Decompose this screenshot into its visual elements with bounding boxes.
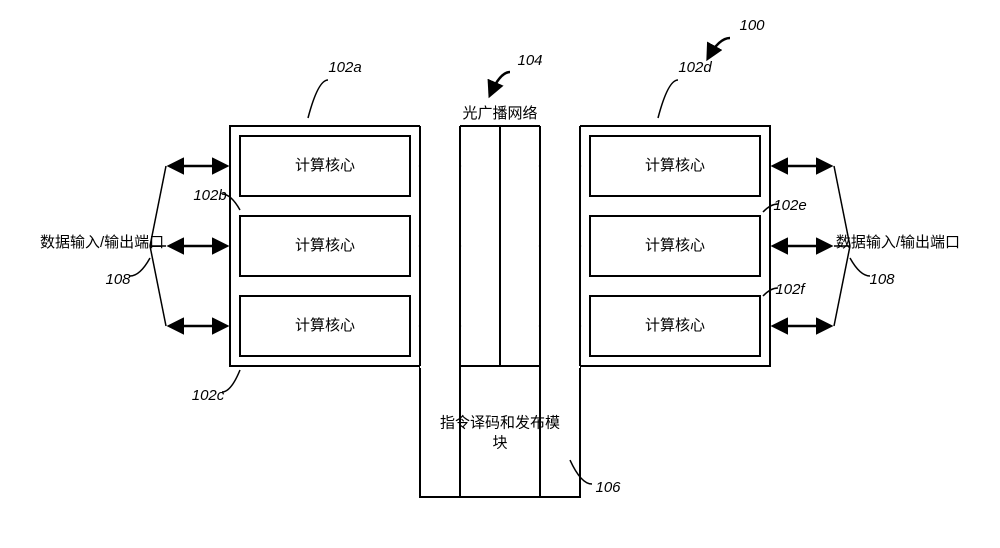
decode-label-line2: 块: [492, 434, 507, 451]
decode-label-line1: 指令译码和发布模: [440, 414, 560, 431]
ref-100-pointer: [708, 38, 730, 58]
ref-102d: 102d: [678, 59, 712, 76]
ref-102f: 102f: [775, 281, 806, 298]
left-core-label-1: 计算核心: [295, 236, 355, 254]
gap-mask-left: [420, 124, 460, 368]
ref-102b: 102b: [193, 187, 226, 204]
ref-108-right: 108: [869, 271, 895, 288]
ref-106: 106: [595, 479, 621, 496]
ref-102d-leader: [658, 80, 678, 118]
ref-102a-leader: [308, 80, 328, 118]
right-core-label-1: 计算核心: [645, 236, 705, 254]
network-label: 光广播网络: [462, 105, 537, 122]
ref-108-left-leader: [130, 258, 150, 276]
left-core-label-2: 计算核心: [295, 316, 355, 334]
ref-102e: 102e: [773, 197, 806, 214]
ref-102a: 102a: [328, 59, 361, 76]
gap-mask-right: [540, 124, 580, 368]
ref-104: 104: [517, 52, 542, 69]
ref-102c-leader: [222, 370, 240, 392]
diagram-canvas: 计算核心计算核心计算核心计算核心计算核心计算核心光广播网络指令译码和发布模块数据…: [0, 0, 1000, 548]
ref-108-left: 108: [105, 271, 131, 288]
ref-102c: 102c: [192, 387, 225, 404]
left-core-label-0: 计算核心: [295, 156, 355, 174]
io-label-left: 数据输入/输出端口: [40, 234, 164, 251]
leader-right-converge: [834, 246, 850, 326]
ref-100: 100: [739, 17, 765, 34]
ref-104-pointer: [490, 72, 510, 95]
ref-108-right-leader: [850, 258, 870, 276]
io-label-right: 数据输入/输出端口: [836, 234, 960, 251]
right-core-label-0: 计算核心: [645, 156, 705, 174]
leader-left-converge: [150, 246, 166, 326]
right-core-label-2: 计算核心: [645, 316, 705, 334]
